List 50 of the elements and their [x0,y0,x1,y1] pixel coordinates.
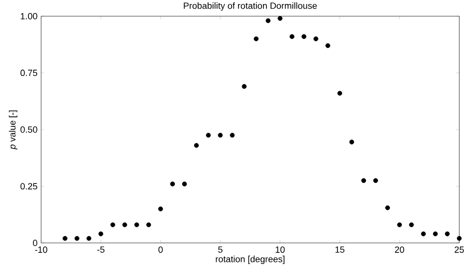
point [302,34,306,39]
point [456,236,462,241]
point [230,132,235,138]
y-tick-label: 0.25 [20,183,38,190]
point [313,36,318,42]
y-tick-label: 0.50 [20,126,38,133]
point [254,36,259,42]
point [242,84,247,89]
point [170,182,175,186]
x-tick-label: 25 [454,246,464,253]
point [194,142,199,148]
point [325,43,330,48]
y-axis-title: p value [-] [8,110,18,150]
point [74,236,80,241]
x-tick-label: 10 [276,246,285,253]
point [349,140,354,144]
point [182,182,187,186]
x-tick-label: 5 [218,246,222,253]
x-tick-label: -10 [35,246,48,253]
point [86,236,92,241]
point [146,222,152,228]
point [122,222,128,228]
chart-title: Probability of rotation Dormillouse [184,2,317,11]
y-tick-label: 1.00 [20,12,38,20]
point [337,90,342,96]
point [444,231,450,236]
point [373,178,378,183]
point [218,132,223,138]
point [98,231,104,236]
point [290,34,294,39]
point [134,222,140,228]
point [206,132,211,138]
point [421,231,426,236]
point [110,222,116,228]
point [62,236,68,241]
x-tick-label: 20 [394,246,404,253]
point [266,18,270,24]
point [158,206,163,212]
y-tick-label: 0.75 [20,70,38,76]
point [278,16,282,21]
point [385,205,390,210]
x-tick-label: 15 [335,246,344,253]
x-axis-title: rotation [degrees] [216,256,284,264]
point [409,222,414,228]
y-tick-label: 0 [32,240,38,246]
point [397,222,402,228]
x-tick-label: -5 [97,246,104,253]
point [361,178,366,183]
x-tick-label: 0 [158,246,163,253]
point [432,231,438,236]
